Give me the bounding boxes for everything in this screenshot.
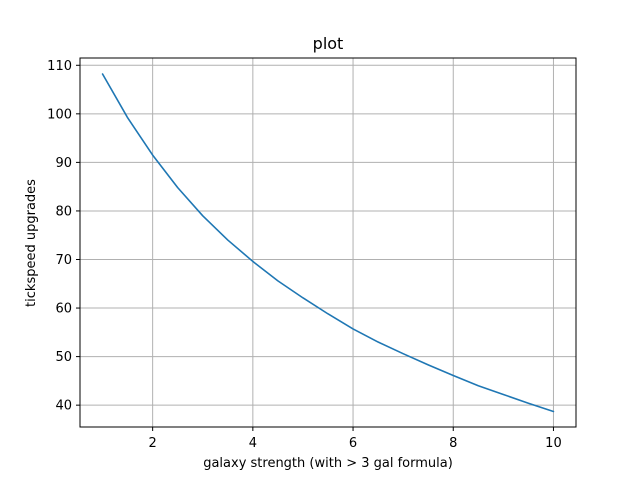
y-tick-label: 100 <box>47 107 72 122</box>
y-tick-label: 80 <box>55 204 72 219</box>
x-tick-label: 10 <box>545 436 562 451</box>
chart-title: plot <box>313 34 344 53</box>
y-tick-label: 70 <box>55 253 72 268</box>
x-tick-label: 2 <box>149 436 157 451</box>
y-tick-label: 90 <box>55 156 72 171</box>
y-axis-ticks: 40 50 60 70 80 90 100 110 <box>47 59 80 414</box>
y-tick-label: 110 <box>47 59 72 74</box>
x-tick-label: 8 <box>449 436 457 451</box>
grid <box>80 58 576 427</box>
series-line-0 <box>101 73 555 413</box>
x-axis-ticks: 2 4 6 8 10 <box>149 427 562 451</box>
series-layer <box>101 73 555 413</box>
x-tick-label: 6 <box>349 436 357 451</box>
y-axis-label: tickspeed upgrades <box>24 179 39 307</box>
x-axis-label: galaxy strength (with > 3 gal formula) <box>203 456 453 471</box>
y-tick-label: 40 <box>55 399 72 414</box>
y-tick-label: 60 <box>55 302 72 317</box>
y-tick-label: 50 <box>55 350 72 365</box>
x-tick-label: 4 <box>249 436 257 451</box>
plot-frame <box>79 57 577 428</box>
